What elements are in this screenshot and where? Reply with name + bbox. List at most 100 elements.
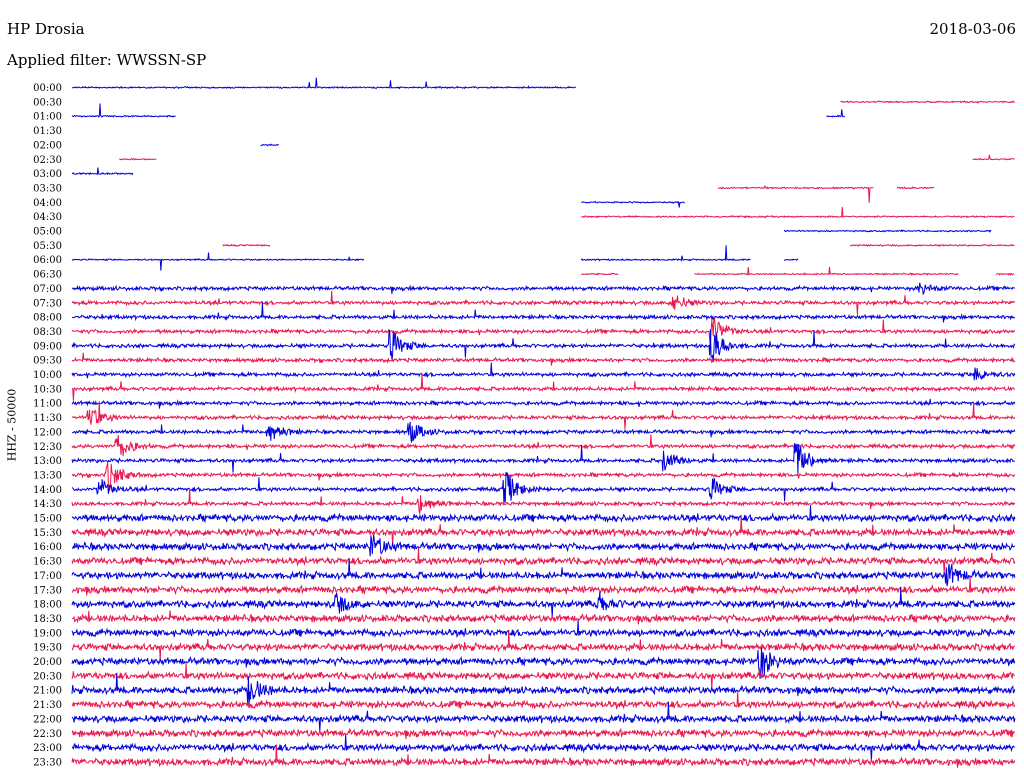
time-label: 10:00 <box>33 370 62 381</box>
time-label: 19:30 <box>33 643 62 654</box>
time-label: 09:00 <box>33 341 62 352</box>
time-label: 15:30 <box>33 528 62 539</box>
time-label: 13:30 <box>33 470 62 481</box>
trace-line <box>71 672 1016 705</box>
time-label: 22:30 <box>33 729 62 740</box>
time-label: 01:00 <box>33 112 62 123</box>
trace-line <box>71 301 1016 323</box>
traces <box>71 77 1016 768</box>
trace-line <box>71 662 1016 689</box>
time-label: 09:30 <box>33 356 62 367</box>
time-label: 06:00 <box>33 255 62 266</box>
time-label: 13:00 <box>33 456 62 467</box>
time-label: 16:00 <box>33 542 62 553</box>
trace-line <box>71 167 134 176</box>
time-label: 18:30 <box>33 614 62 625</box>
trace-line <box>71 434 1016 457</box>
trace-line <box>71 362 1016 381</box>
trace-line <box>972 154 1015 161</box>
trace-line <box>580 245 751 262</box>
trace-line <box>71 77 577 90</box>
time-label: 12:00 <box>33 427 62 438</box>
trace-line <box>260 143 279 147</box>
trace-line <box>71 398 1016 409</box>
time-label: 21:00 <box>33 686 62 697</box>
time-label: 01:30 <box>33 126 62 137</box>
time-label: 17:00 <box>33 571 62 582</box>
trace-line <box>71 727 1016 740</box>
trace-line <box>581 206 1015 219</box>
time-label: 20:30 <box>33 671 62 682</box>
trace-line <box>71 462 1016 492</box>
time-label: 18:00 <box>33 600 62 611</box>
trace-line <box>71 316 1016 344</box>
time-label: 14:00 <box>33 485 62 496</box>
trace-line <box>849 243 1015 247</box>
time-label: 04:00 <box>33 198 62 209</box>
trace-line <box>71 328 1016 363</box>
time-label: 12:30 <box>33 442 62 453</box>
trace-line <box>71 691 1016 711</box>
trace-line <box>71 586 1016 618</box>
trace-line <box>71 282 1015 296</box>
trace-line <box>71 701 1016 732</box>
trace-line <box>71 401 1016 430</box>
time-label: 00:00 <box>33 83 62 94</box>
trace-line <box>581 200 685 208</box>
time-label: 20:00 <box>33 657 62 668</box>
time-label: 19:00 <box>33 628 62 639</box>
applied-filter: Applied filter: WWSSN-SP <box>7 51 207 69</box>
trace-line <box>694 266 959 277</box>
time-label: 14:30 <box>33 499 62 510</box>
trace-line <box>71 744 1016 768</box>
trace-line <box>783 258 799 261</box>
trace-line <box>119 158 157 161</box>
time-label: 21:30 <box>33 700 62 711</box>
time-label: 23:30 <box>33 757 62 768</box>
time-label: 03:30 <box>33 183 62 194</box>
trace-line <box>71 252 365 271</box>
trace-line <box>71 443 1015 475</box>
time-label: 15:00 <box>33 514 62 525</box>
trace-line <box>72 534 1016 557</box>
time-label: 23:00 <box>33 743 62 754</box>
trace-line <box>995 272 1015 276</box>
trace-line <box>71 734 1016 761</box>
trace-line <box>71 515 1016 546</box>
trace-line <box>71 290 1016 315</box>
trace-line <box>896 186 935 190</box>
trace-line <box>71 576 1016 596</box>
time-label: 07:30 <box>33 298 62 309</box>
time-label: 11:30 <box>33 413 62 424</box>
time-label: 11:00 <box>33 399 62 410</box>
trace-line <box>71 548 1016 575</box>
time-label: 05:00 <box>33 227 62 238</box>
time-labels: 00:00 00:30 01:00 01:30 02:00 02:30 03:00 03:30… <box>33 83 62 768</box>
station-title: HP Drosia <box>7 20 85 38</box>
trace-line <box>71 471 1016 505</box>
trace-line <box>826 109 846 118</box>
time-label: 07:00 <box>33 284 62 295</box>
time-label: 03:00 <box>33 169 62 180</box>
trace-line <box>71 558 1016 587</box>
time-label: 05:30 <box>33 241 62 252</box>
trace-line <box>71 103 176 118</box>
time-label: 08:30 <box>33 327 62 338</box>
time-label: 22:00 <box>33 714 62 725</box>
time-label: 10:30 <box>33 384 62 395</box>
trace-line <box>581 272 619 276</box>
time-label: 00:30 <box>33 97 62 108</box>
trace-line <box>71 647 1016 679</box>
record-date: 2018-03-06 <box>929 20 1016 38</box>
time-label: 08:00 <box>33 313 62 324</box>
trace-line <box>222 243 271 248</box>
trace-line <box>72 373 1016 401</box>
time-label: 16:30 <box>33 557 62 568</box>
time-label: 17:30 <box>33 585 62 596</box>
trace-line <box>71 421 1016 443</box>
trace-line <box>71 352 1016 366</box>
trace-line <box>71 505 1016 524</box>
trace-line <box>71 610 1016 625</box>
time-label: 02:00 <box>33 140 62 151</box>
